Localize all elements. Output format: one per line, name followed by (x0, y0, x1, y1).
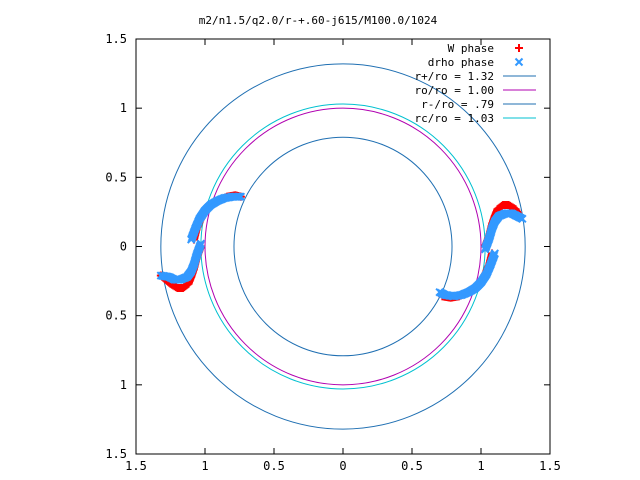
legend-label: W phase (448, 42, 494, 55)
legend-label: drho phase (428, 56, 494, 69)
drho-phase-point (518, 214, 527, 224)
x-tick-label: 1 (201, 459, 208, 473)
x-tick-label: 0.5 (401, 459, 423, 473)
x-tick-label: 0 (339, 459, 346, 473)
y-tick-label: 0.5 (105, 309, 127, 323)
circle-rc-series (200, 103, 486, 390)
y-tick-label: 1.5 (105, 32, 127, 46)
x-tick-label: 1.5 (125, 459, 147, 473)
y-tick-label: 1 (120, 101, 127, 115)
x-tick-label: 1.5 (539, 459, 561, 473)
legend-label: r+/ro = 1.32 (415, 70, 494, 83)
w-phase-point (515, 44, 523, 52)
circle-r+-series (160, 63, 526, 430)
legend-label: ro/ro = 1.00 (415, 84, 494, 97)
axes: 1.5 1 0.5 0 0.5 1 1.51.510.500.511.5 (105, 32, 561, 473)
drho-phase-series (156, 192, 527, 301)
y-tick-label: 1.5 (105, 447, 127, 461)
phase-points (156, 191, 527, 302)
y-tick-label: 1 (120, 378, 127, 392)
circle-ro-series (204, 107, 482, 386)
legend-label: r-/ro = .79 (421, 98, 494, 111)
x-tick-label: 0.5 (263, 459, 285, 473)
drho-phase-point (156, 271, 166, 280)
legend-label: rc/ro = 1.03 (415, 112, 494, 125)
drho-phase-point (435, 287, 444, 297)
y-tick-label: 0.5 (105, 170, 127, 184)
circle-r--series (233, 136, 453, 357)
chart-title: m2/n1.5/q2.0/r-+.60-j615/M100.0/1024 (199, 14, 438, 27)
drho-phase-point (236, 192, 246, 201)
x-tick-label: 1 (477, 459, 484, 473)
y-tick-label: 0 (120, 240, 127, 254)
drho-phase-point (514, 57, 524, 67)
